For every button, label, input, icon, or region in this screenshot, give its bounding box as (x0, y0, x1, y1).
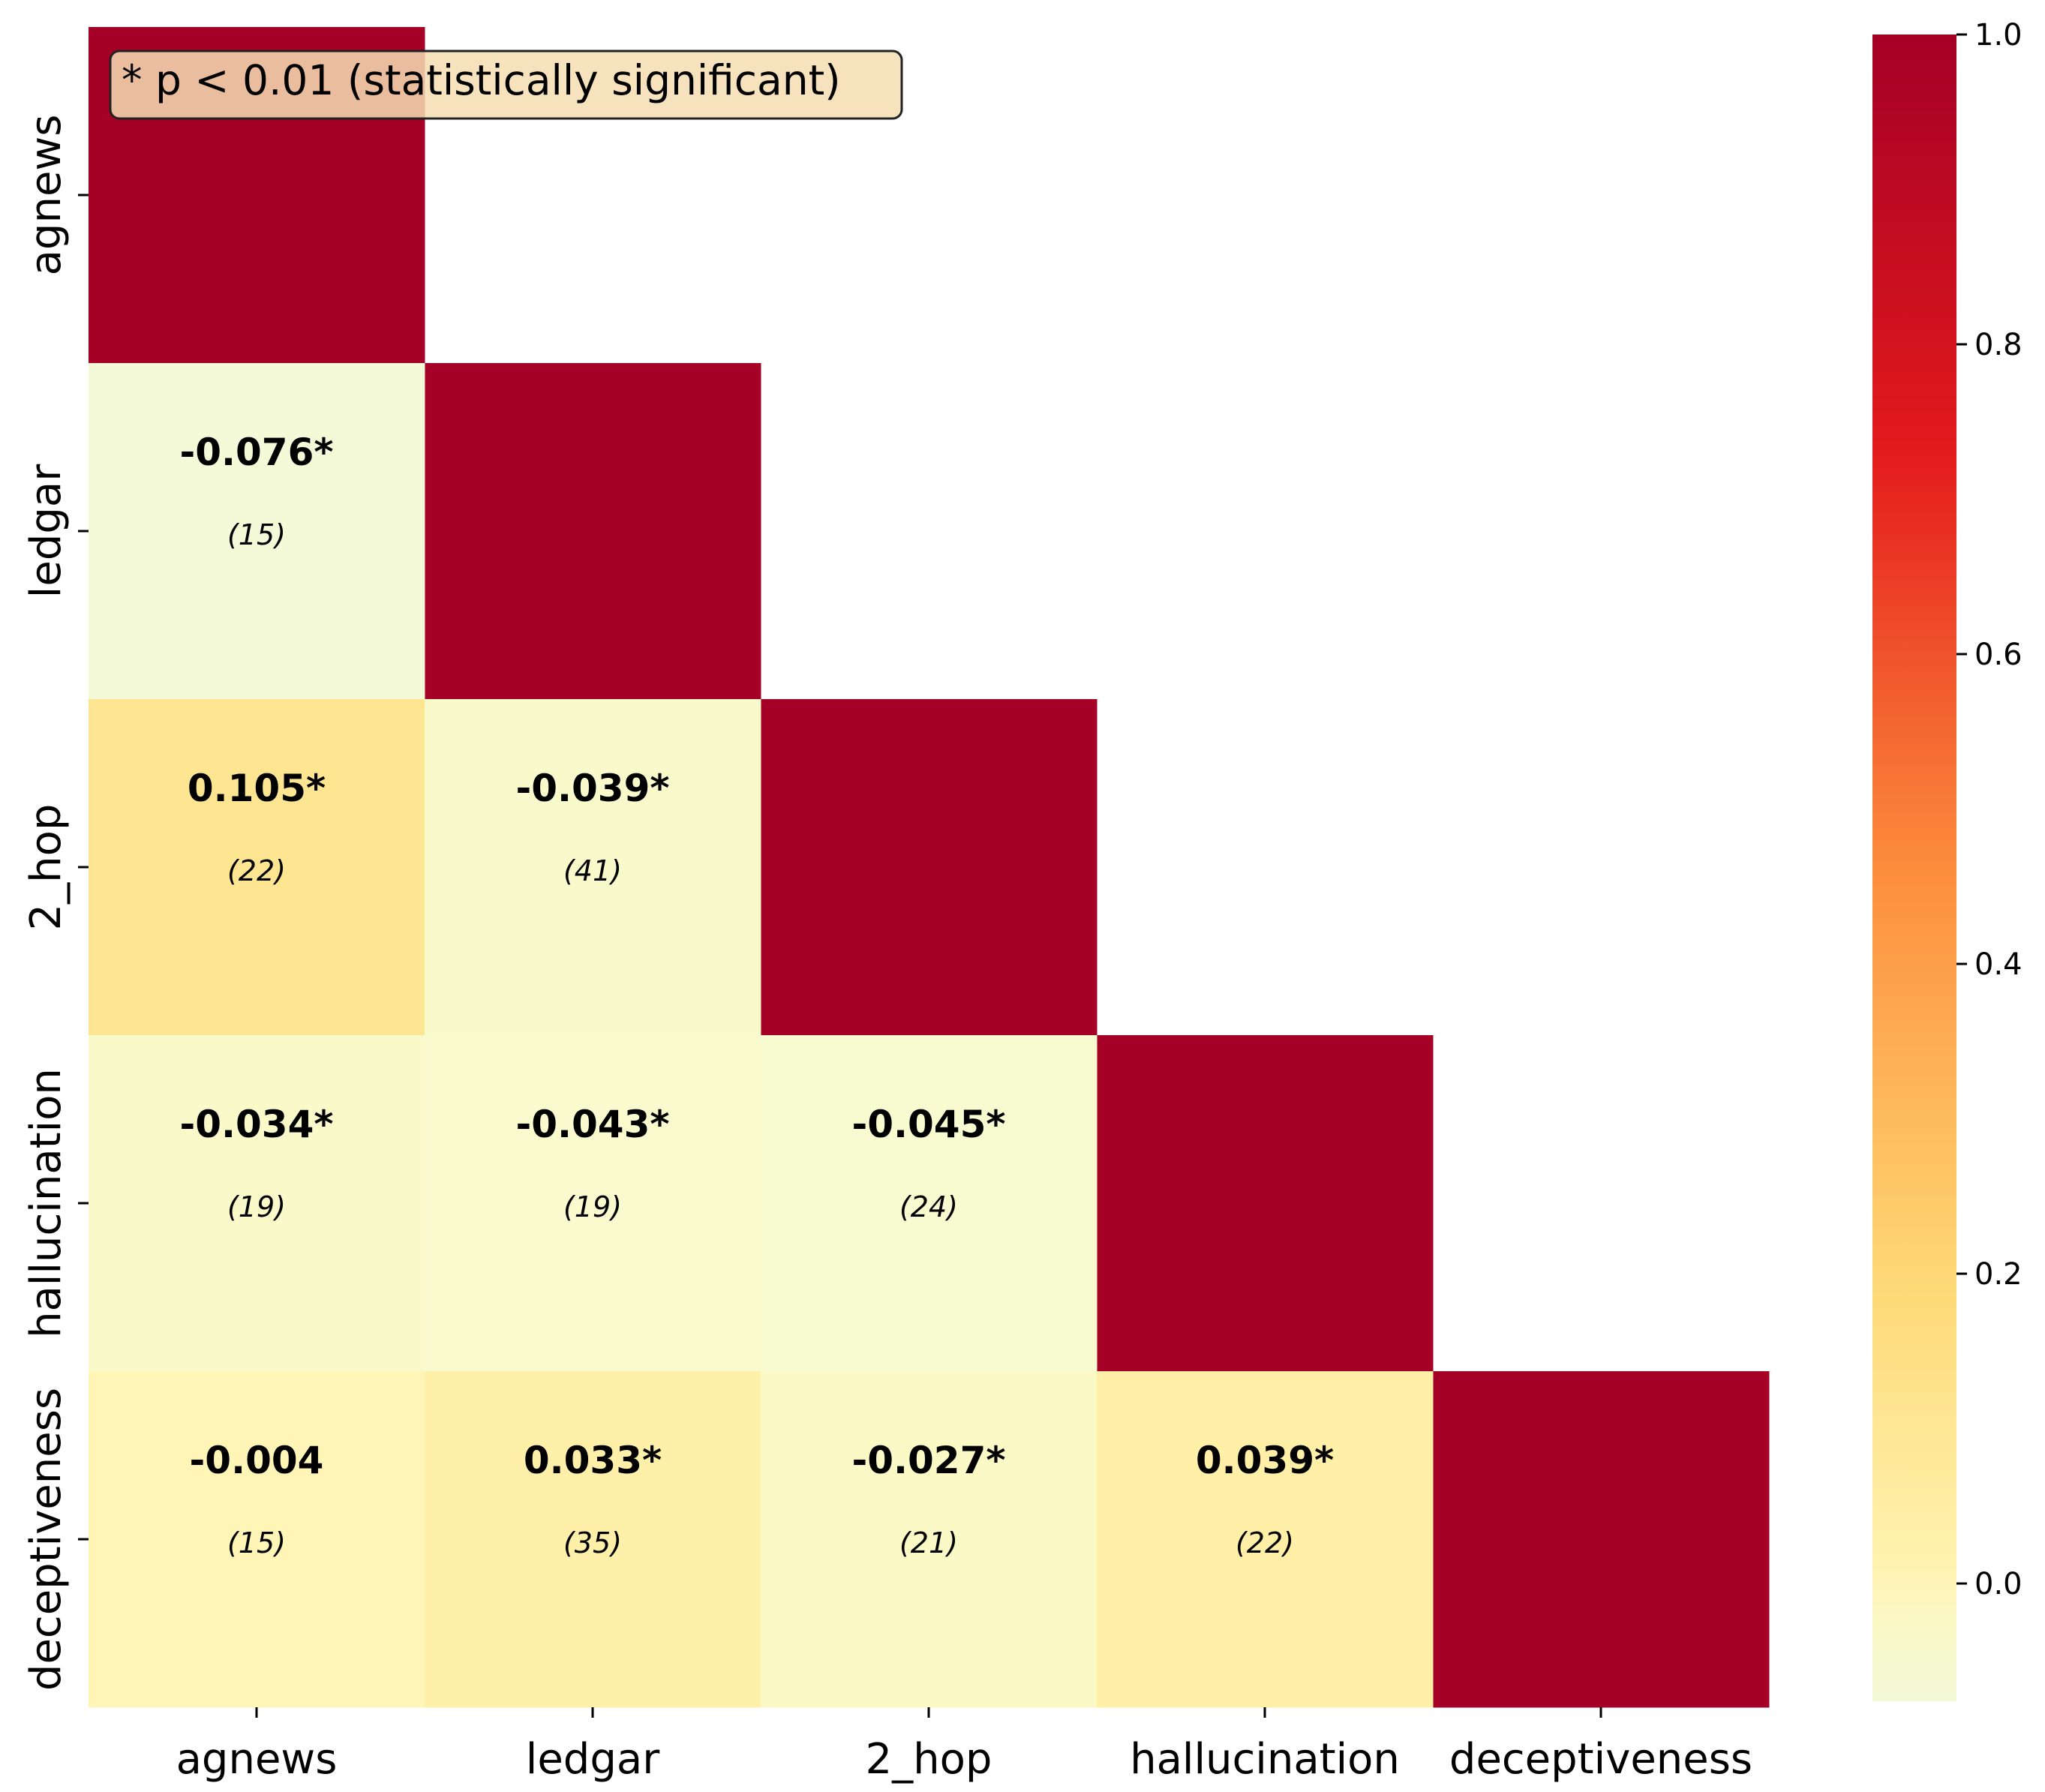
significance-note: * p < 0.01 (statistically significant) (109, 50, 903, 120)
cell-annotations: -0.076* (15) 0.105* (22) -0.039* (41) -0.034* (… (179, 431, 1334, 1559)
cell-value-label: -0.045* (851, 1103, 1005, 1146)
y-tick-label: agnews (22, 115, 71, 276)
heatmap-cell-diagonal (425, 363, 761, 700)
cell-value-label: -0.004 (190, 1439, 324, 1482)
cell-count-label: (22) (227, 854, 286, 887)
colorbar-tick-label: 0.8 (1974, 328, 2022, 362)
heatmap-cell (425, 1371, 761, 1708)
cell-count-label: (19) (227, 1190, 286, 1223)
cell-value-label: -0.076* (179, 431, 333, 474)
cell-count-label: (41) (563, 854, 622, 887)
cell-count-label: (15) (227, 518, 286, 551)
cell-count-label: (24) (899, 1190, 958, 1223)
y-tick-label: hallucination (22, 1068, 71, 1338)
heatmap-cell-diagonal (761, 699, 1098, 1036)
x-tick-label: hallucination (1130, 1735, 1400, 1784)
cell-value-label: -0.039* (515, 767, 669, 810)
heatmap-cell (761, 1371, 1098, 1708)
y-tick-label: deceptiveness (22, 1388, 71, 1691)
x-tick-label: ledgar (526, 1735, 660, 1784)
colorbar-tick-label: 0.6 (1974, 638, 2022, 672)
cell-value-label: 0.105* (188, 767, 326, 810)
heatmap-cell (425, 1035, 761, 1372)
x-tick-label: agnews (176, 1735, 338, 1784)
heatmap-cell (89, 1035, 425, 1372)
y-tick-label: 2_hop (22, 804, 71, 931)
cell-value-label: 0.033* (524, 1439, 662, 1482)
significance-note-box (109, 50, 903, 120)
cell-count-label: (35) (563, 1526, 622, 1559)
significance-note-text: * p < 0.01 (statistically significant) (122, 56, 841, 104)
colorbar: 0.0 0.2 0.4 0.6 0.8 1.0 (1872, 18, 2022, 1701)
x-tick-label: 2_hop (866, 1735, 992, 1784)
cell-value-label: -0.034* (179, 1103, 333, 1146)
heatmap-cell (1097, 1371, 1434, 1708)
heatmap-cell (761, 1035, 1098, 1372)
axes: agnewsagnewsledgarledgar2_hop2_hophalluc… (22, 115, 1752, 1784)
heatmap-cell-diagonal (1097, 1035, 1434, 1372)
cell-count-label: (15) (227, 1526, 286, 1559)
cell-value-label: 0.039* (1196, 1439, 1334, 1482)
cell-count-label: (19) (563, 1190, 622, 1223)
cell-count-label: (21) (899, 1526, 958, 1559)
cell-value-label: -0.043* (515, 1103, 669, 1146)
colorbar-tick-label: 0.4 (1974, 947, 2022, 982)
colorbar-tick-label: 1.0 (1974, 18, 2022, 53)
heatmap-cell-diagonal (1433, 1371, 1770, 1708)
heatmap-cell (89, 363, 425, 700)
colorbar-tick-label: 0.2 (1974, 1257, 2022, 1292)
y-tick-label: ledgar (22, 464, 71, 598)
cell-value-label: -0.027* (851, 1439, 1005, 1482)
heatmap-cells (89, 27, 1770, 1708)
colorbar-gradient (1872, 35, 1956, 1701)
colorbar-tick-label: 0.0 (1974, 1567, 2022, 1601)
heatmap-cell (89, 1371, 425, 1708)
x-tick-label: deceptiveness (1449, 1735, 1752, 1784)
cell-count-label: (22) (1236, 1526, 1294, 1559)
heatmap-cell (89, 699, 425, 1036)
heatmap-cell (425, 699, 761, 1036)
